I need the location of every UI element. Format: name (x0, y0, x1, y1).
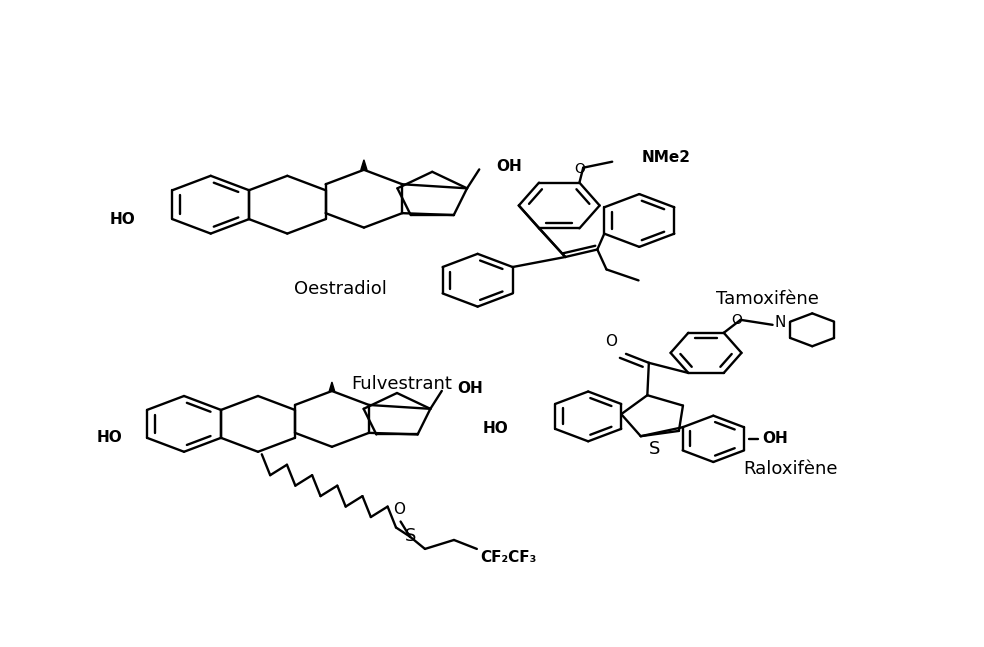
Text: OH: OH (496, 159, 522, 174)
Text: O: O (731, 313, 742, 327)
Text: OH: OH (457, 381, 483, 396)
Text: Tamoxifène: Tamoxifène (716, 291, 819, 309)
Text: Oestradiol: Oestradiol (294, 280, 387, 298)
Text: S: S (648, 440, 660, 458)
Text: NMe2: NMe2 (642, 150, 690, 165)
Text: Raloxifène: Raloxifène (743, 460, 837, 477)
Text: HO: HO (96, 430, 123, 445)
Text: HO: HO (482, 421, 508, 436)
Text: OH: OH (763, 432, 788, 446)
Text: O: O (605, 334, 617, 349)
Text: S: S (404, 527, 416, 545)
Text: O: O (393, 501, 405, 516)
Polygon shape (330, 382, 335, 391)
Polygon shape (361, 160, 367, 170)
Text: HO: HO (110, 212, 136, 226)
Text: Fulvestrant: Fulvestrant (351, 375, 452, 393)
Text: CF₂CF₃: CF₂CF₃ (480, 551, 537, 565)
Text: O: O (574, 162, 584, 175)
Text: N: N (774, 315, 786, 331)
